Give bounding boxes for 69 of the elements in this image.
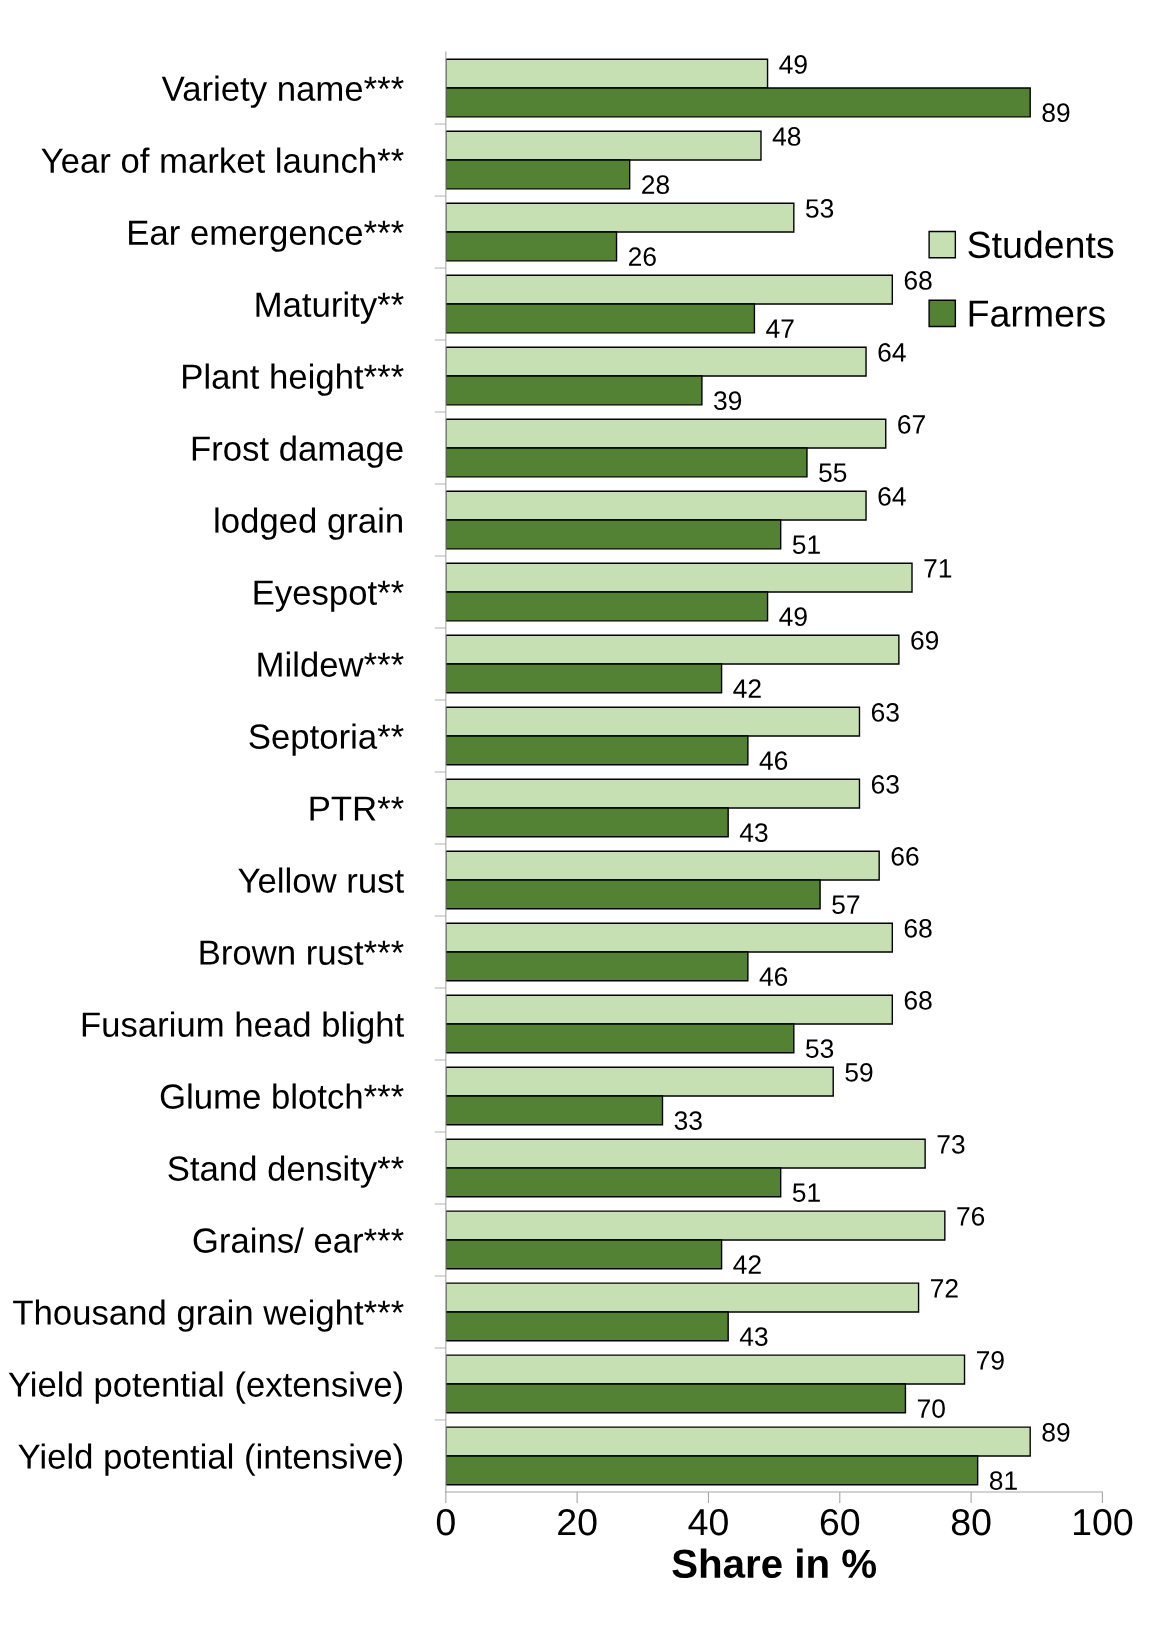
data-label: 73 <box>937 1135 965 1154</box>
y-tick-label: Yellow rust <box>238 867 404 893</box>
y-tick-label: Brown rust*** <box>200 940 404 965</box>
data-label: 46 <box>759 751 788 770</box>
data-label: 64 <box>878 343 906 362</box>
y-tick-label: Mildew*** <box>258 651 404 677</box>
legend-label: Farmers <box>969 300 1105 327</box>
data-label: 42 <box>733 679 761 698</box>
data-label: 53 <box>805 1039 834 1058</box>
data-label: 43 <box>739 1327 768 1346</box>
data-label: 51 <box>792 1183 820 1202</box>
data-label: 68 <box>904 991 932 1010</box>
data-label: 46 <box>759 967 788 986</box>
y-tick-label: PTR** <box>310 796 404 821</box>
data-label: 51 <box>792 535 820 555</box>
data-label: 79 <box>977 1351 1004 1370</box>
data-label: 42 <box>733 1255 761 1274</box>
data-label: 33 <box>674 1111 702 1130</box>
data-label: 49 <box>779 607 807 627</box>
data-label: 59 <box>845 1063 873 1082</box>
data-label: 68 <box>904 271 932 290</box>
data-label: 69 <box>911 631 939 650</box>
data-label: 66 <box>891 847 919 866</box>
data-label: 43 <box>739 823 768 842</box>
y-tick-label: Glume blotch*** <box>160 1083 404 1109</box>
y-tick-label: Plant height*** <box>183 363 404 396</box>
data-label: 39 <box>714 391 742 411</box>
y-tick-label: Maturity** <box>256 291 404 324</box>
data-label: 76 <box>957 1207 985 1226</box>
data-label: 68 <box>904 919 932 938</box>
data-label: 72 <box>931 1279 958 1298</box>
data-label: 55 <box>819 463 847 483</box>
y-tick-label: Variety name*** <box>161 75 404 108</box>
data-label: 57 <box>832 895 860 914</box>
data-label: 49 <box>779 55 807 74</box>
data-label: 81 <box>989 1471 1017 1490</box>
data-label: 89 <box>1042 103 1070 123</box>
x-tick-label: 80 <box>951 1508 991 1536</box>
data-label: 70 <box>917 1399 945 1418</box>
data-label: 67 <box>898 415 925 434</box>
y-tick-label: Frost damage <box>192 435 403 468</box>
x-tick-label: 60 <box>820 1508 860 1536</box>
y-tick-label: Yield potential (intensive) <box>18 1443 403 1476</box>
y-tick-label: Eyespot** <box>254 580 404 612</box>
x-tick-label: 100 <box>1074 1508 1133 1536</box>
y-tick-label: Ear emergence*** <box>129 220 404 252</box>
y-tick-label: Fusarium head blight <box>82 1011 404 1044</box>
data-label: 53 <box>805 199 834 218</box>
y-tick-label: Grains/ ear*** <box>193 1227 404 1253</box>
y-tick-label: Year of market launch** <box>41 147 404 173</box>
x-axis-title: Share in % <box>672 1548 877 1579</box>
data-label: 48 <box>772 127 801 146</box>
y-tick-label: Stand density** <box>168 1155 404 1188</box>
y-tick-label: Thousand grain weight*** <box>13 1299 404 1332</box>
legend-label: Students <box>968 230 1114 259</box>
data-label: 26 <box>628 247 656 267</box>
data-label: 64 <box>878 487 906 506</box>
x-tick-label: 20 <box>558 1508 597 1536</box>
data-label: 47 <box>766 319 794 338</box>
data-label: 63 <box>871 775 899 794</box>
data-label: 28 <box>642 175 669 195</box>
data-label: 71 <box>924 559 952 578</box>
data-label: 63 <box>871 703 899 722</box>
x-tick-label: 0 <box>436 1508 455 1536</box>
y-tick-label: Septoria** <box>249 723 404 756</box>
y-tick-label: lodged grain <box>215 507 402 540</box>
x-tick-label: 40 <box>688 1508 728 1536</box>
y-tick-label: Yield potential (extensive) <box>8 1371 403 1404</box>
data-label: 89 <box>1042 1423 1070 1442</box>
